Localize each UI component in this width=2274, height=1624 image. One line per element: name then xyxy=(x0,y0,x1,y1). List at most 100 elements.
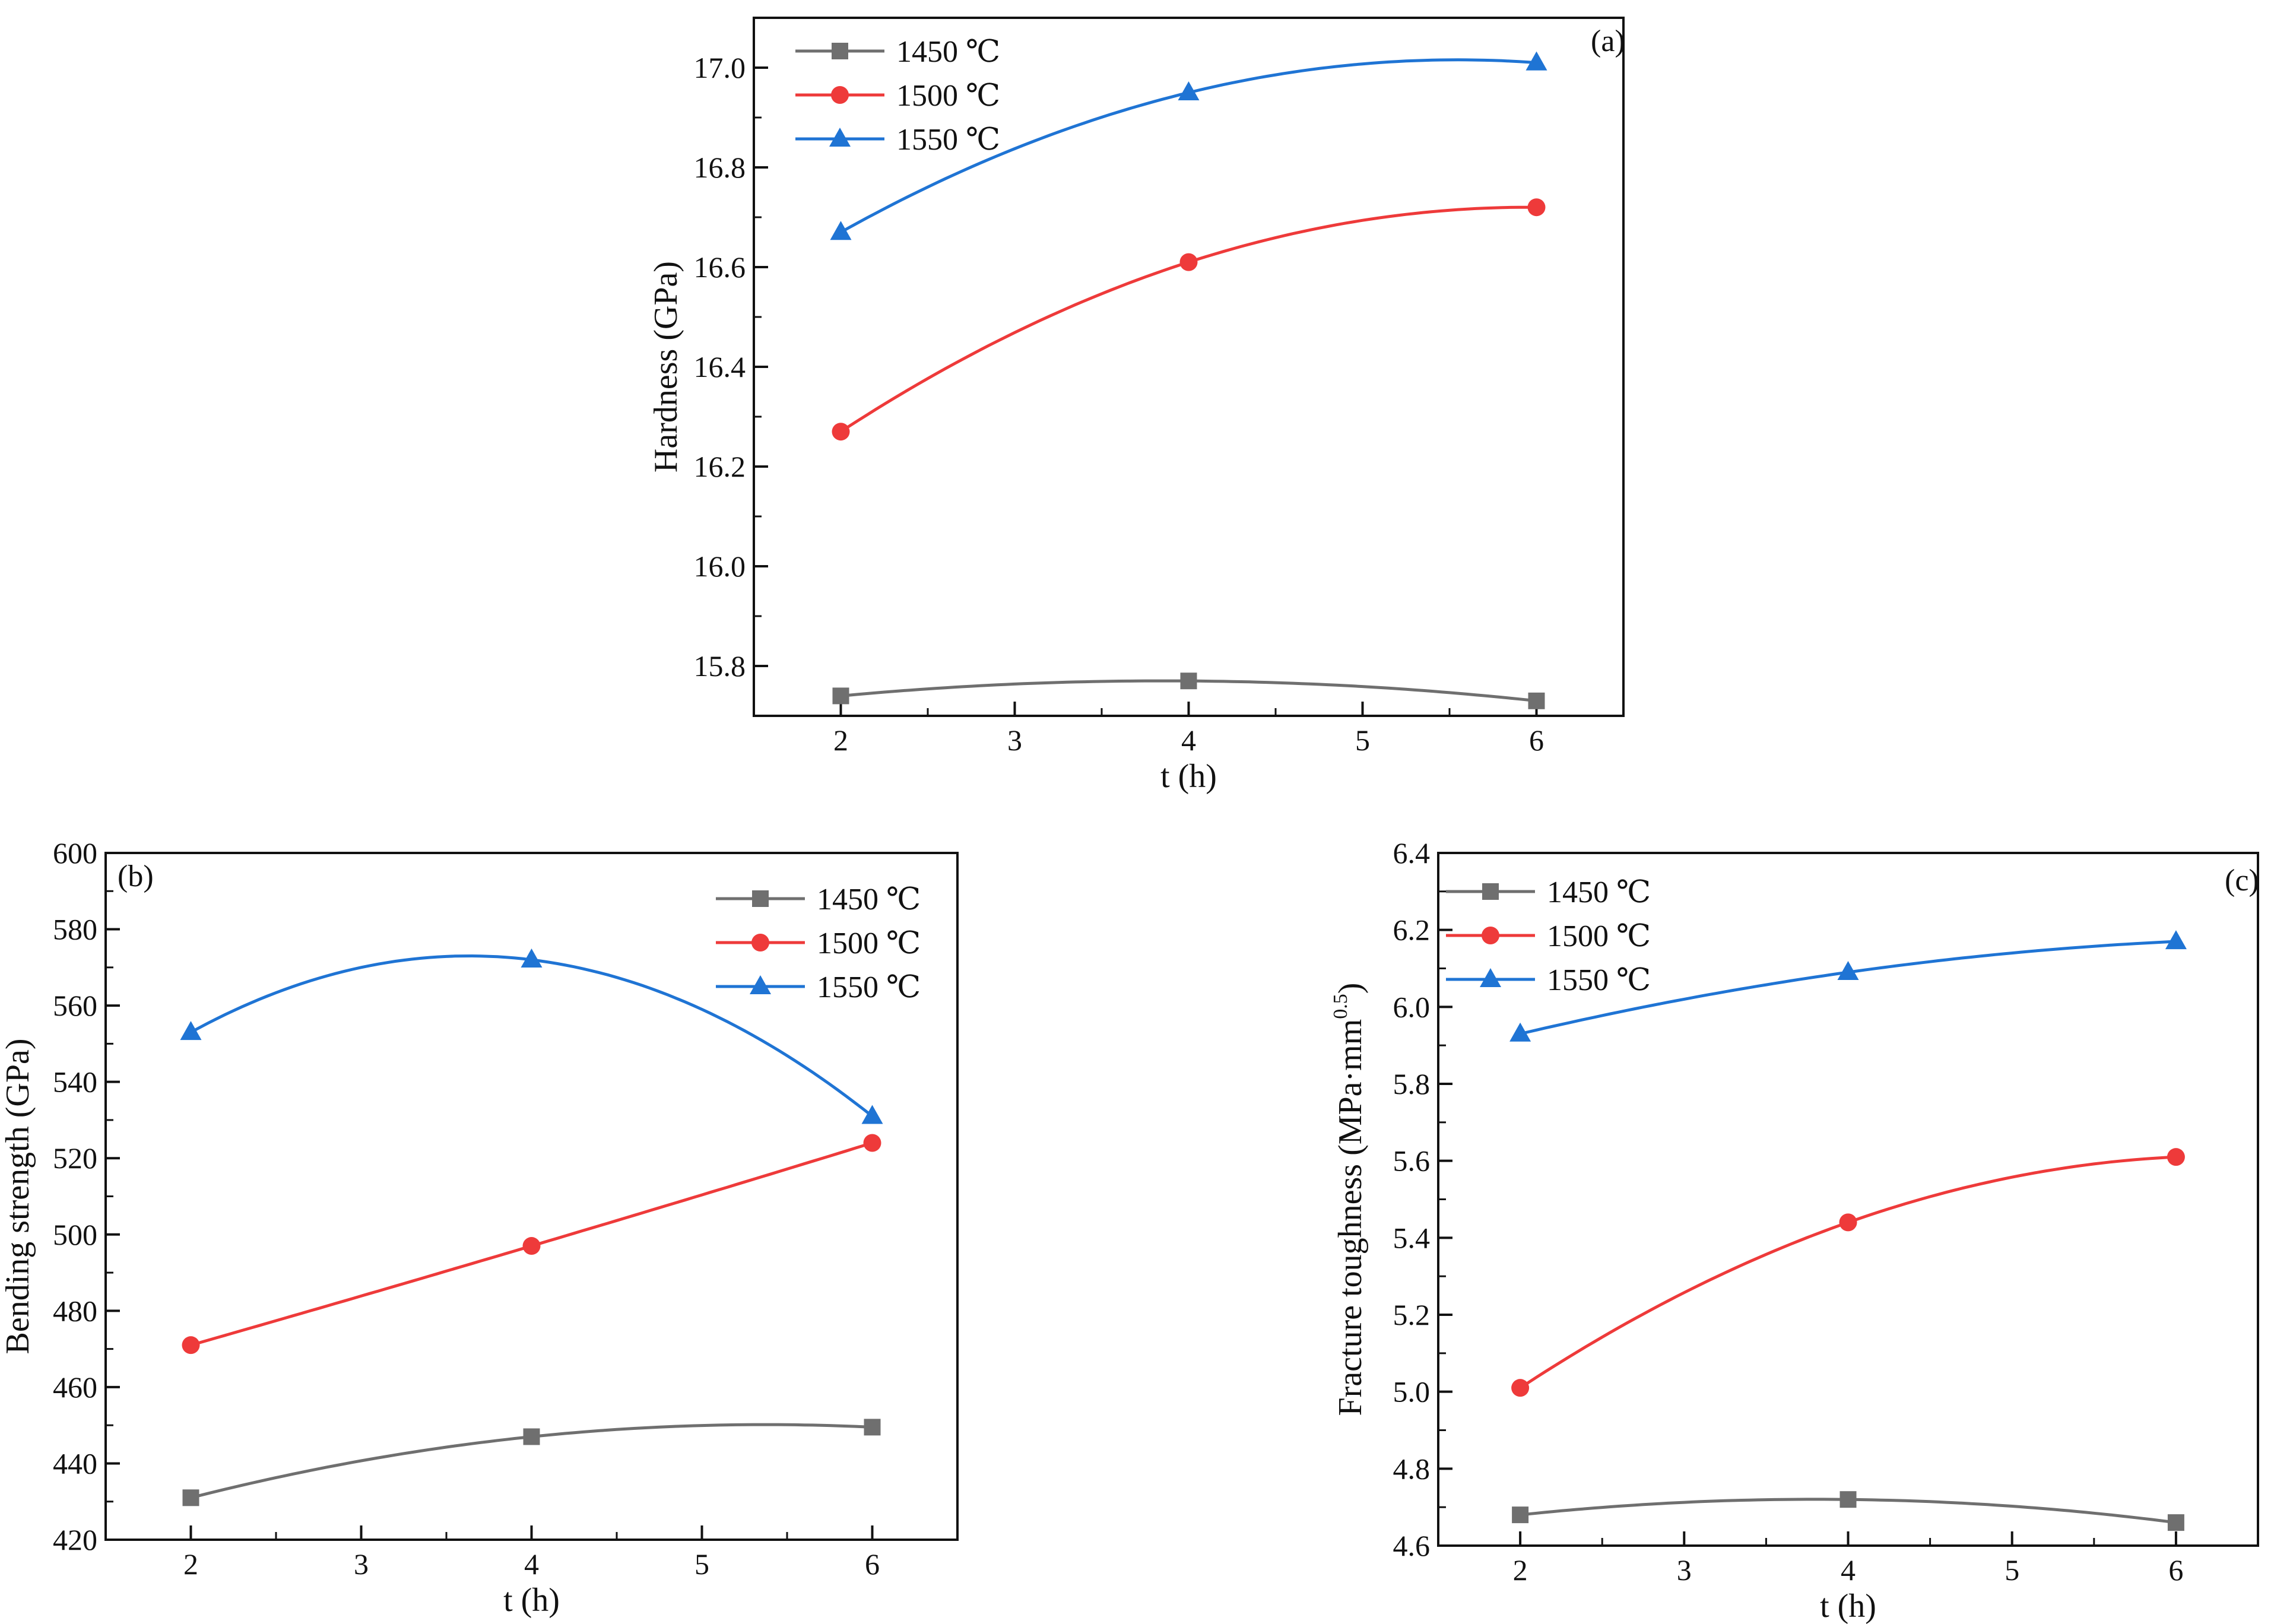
y-axis-label: Fracture toughness (MPa·mm0.5) xyxy=(1330,983,1369,1416)
y-tick-label: 5.0 xyxy=(1393,1375,1431,1409)
series-line xyxy=(840,205,1537,433)
y-tick-label: 6.0 xyxy=(1393,990,1431,1023)
legend-marker xyxy=(832,43,848,59)
x-axis-label: t (h) xyxy=(1820,1588,1876,1624)
series-line xyxy=(190,954,874,1118)
legend-marker xyxy=(831,86,849,104)
panel-c: 2 3 4 5 6 4.6 4.8 5.0 5.2 5.4 5.6 5.8 6.0 6.2 6.4 t (h)… xyxy=(1330,836,2259,1624)
y-tick-label: 4.8 xyxy=(1393,1452,1431,1485)
legend-marker xyxy=(751,934,769,951)
data-point xyxy=(182,1336,200,1355)
y-tick-label: 460 xyxy=(53,1371,97,1404)
legend-marker xyxy=(752,890,769,907)
x-tick-label: 2 xyxy=(1513,1553,1528,1587)
x-tick-label: 4 xyxy=(1841,1553,1856,1587)
data-point xyxy=(1179,253,1198,271)
y-tick-label: 480 xyxy=(53,1294,97,1327)
data-point xyxy=(863,1134,881,1152)
y-axis-label: Bending strength (GPa) xyxy=(0,1039,36,1355)
legend-label: 1550 ℃ xyxy=(817,970,921,1004)
y-tick-label: 6.2 xyxy=(1393,914,1431,947)
legend-marker xyxy=(750,975,771,994)
y-tick-label: 560 xyxy=(53,989,97,1022)
plot-frame xyxy=(753,17,1625,717)
y-tick-label: 440 xyxy=(53,1447,97,1480)
y-tick-label: 4.6 xyxy=(1393,1529,1431,1562)
x-tick-label: 2 xyxy=(833,724,848,757)
data-point xyxy=(1178,81,1200,100)
data-point xyxy=(523,1428,540,1445)
plot-frame xyxy=(1437,852,2259,1547)
y-tick-label: 16.6 xyxy=(694,250,746,284)
x-tick-label: 3 xyxy=(1007,724,1022,757)
panel-b: 2 3 4 5 6 420 440 460 480 500 520 540 560 580 600 t (h)… xyxy=(0,836,959,1619)
data-point xyxy=(1839,1213,1857,1232)
x-tick-label: 5 xyxy=(2005,1553,2019,1587)
legend-marker xyxy=(1482,883,1499,900)
data-point xyxy=(1512,1506,1529,1524)
legend-marker xyxy=(1482,927,1499,944)
x-tick-label: 4 xyxy=(524,1547,539,1581)
y-axis-label: Hardness (GPa) xyxy=(648,261,684,472)
y-tick-label: 16.4 xyxy=(694,350,746,383)
data-point xyxy=(180,1021,202,1041)
data-point xyxy=(2167,1148,2185,1166)
data-point xyxy=(2165,930,2187,950)
y-tick-label: 16.0 xyxy=(694,550,746,583)
x-tick-label: 6 xyxy=(865,1547,880,1581)
y-tick-label: 540 xyxy=(53,1065,97,1099)
x-tick-label: 5 xyxy=(1355,724,1370,757)
x-axis-label: t (h) xyxy=(1160,758,1217,795)
legend-label: 1500 ℃ xyxy=(896,79,1000,113)
legend-label: 1550 ℃ xyxy=(1547,963,1651,997)
legend-marker xyxy=(829,128,851,147)
data-point xyxy=(182,1489,199,1506)
data-point xyxy=(1837,960,1859,980)
data-point xyxy=(522,1237,541,1255)
y-tick-label: 5.8 xyxy=(1393,1067,1431,1100)
data-point xyxy=(1528,692,1545,709)
y-tick-label: 520 xyxy=(53,1141,97,1175)
x-tick-label: 3 xyxy=(354,1547,369,1581)
data-point xyxy=(1509,1022,1531,1042)
legend-label: 1450 ℃ xyxy=(817,883,921,916)
data-point xyxy=(832,423,850,441)
data-point xyxy=(864,1419,881,1436)
y-tick-label: 16.8 xyxy=(694,151,746,184)
y-tick-label: 5.4 xyxy=(1393,1221,1431,1254)
y-tick-label: 600 xyxy=(53,836,97,870)
y-tick-label: 420 xyxy=(53,1523,97,1556)
data-point xyxy=(1180,673,1197,690)
panel-label: (c) xyxy=(2225,864,2259,897)
y-tick-label: 17.0 xyxy=(694,51,746,84)
data-point xyxy=(1527,198,1546,217)
panel-label: (b) xyxy=(118,859,154,893)
series-line xyxy=(1519,1155,2177,1390)
x-tick-label: 4 xyxy=(1181,724,1196,757)
x-tick-label: 2 xyxy=(183,1547,198,1581)
x-tick-label: 6 xyxy=(1529,724,1544,757)
y-tick-label: 15.8 xyxy=(694,649,746,683)
legend-label: 1450 ℃ xyxy=(896,35,1000,69)
data-point xyxy=(832,687,849,705)
x-tick-label: 6 xyxy=(2168,1553,2183,1587)
data-point xyxy=(1511,1379,1530,1397)
legend-label: 1450 ℃ xyxy=(1547,876,1651,909)
y-tick-label: 6.4 xyxy=(1393,836,1431,870)
legend-label: 1500 ℃ xyxy=(817,927,921,960)
y-tick-label: 5.6 xyxy=(1393,1144,1431,1178)
panel-label: (a) xyxy=(1591,24,1625,58)
legend-marker xyxy=(1480,968,1501,987)
y-tick-label: 5.2 xyxy=(1393,1298,1431,1331)
data-point xyxy=(861,1105,883,1124)
data-point xyxy=(1840,1491,1857,1508)
data-point xyxy=(1525,51,1547,71)
data-point xyxy=(521,948,543,968)
legend-label: 1500 ℃ xyxy=(1547,919,1651,953)
data-point xyxy=(830,221,852,240)
panel-a: 2 3 4 5 6 15.8 16.0 16.2 16.4 16.6 16.8 17.0 t (h) Ha… xyxy=(648,17,1625,795)
x-axis-label: t (h) xyxy=(503,1582,560,1619)
y-tick-label: 16.2 xyxy=(694,450,746,483)
y-tick-label: 500 xyxy=(53,1218,97,1251)
